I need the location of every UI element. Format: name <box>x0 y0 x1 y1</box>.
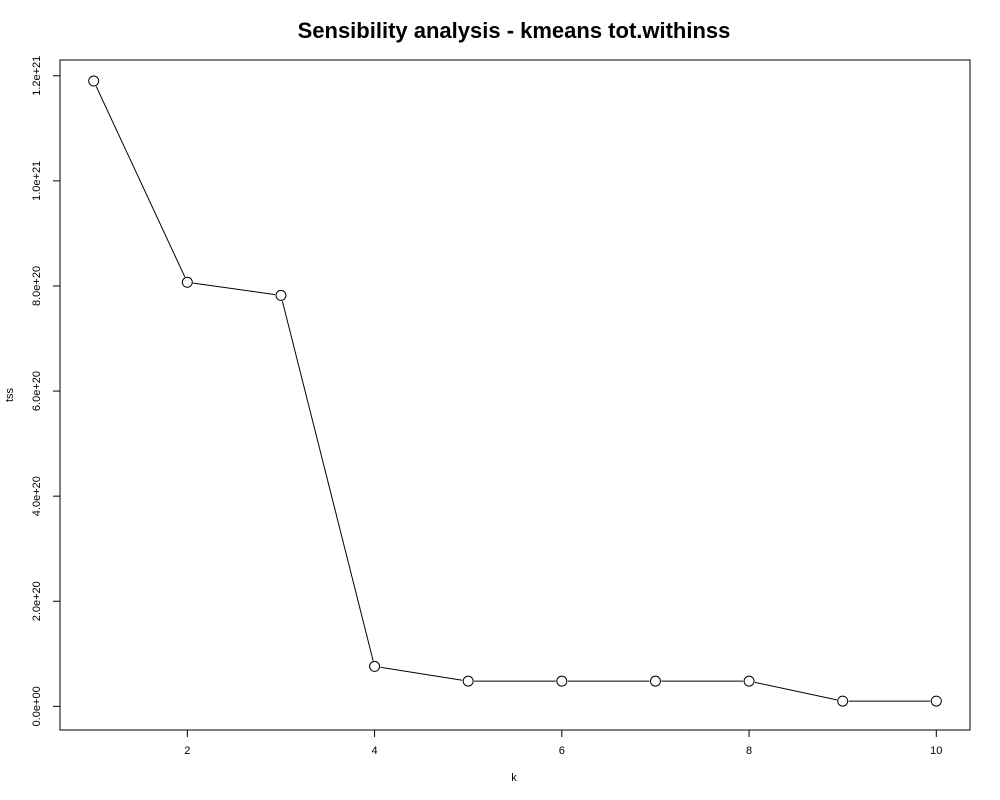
data-point <box>556 675 568 687</box>
x-tick-label: 6 <box>559 745 565 757</box>
x-axis-label: k <box>511 772 517 784</box>
y-tick-label: 0.0e+00 <box>31 686 43 726</box>
y-tick-label: 1.2e+21 <box>31 56 43 96</box>
data-point <box>462 675 474 687</box>
y-tick-label: 6.0e+20 <box>31 371 43 411</box>
plot-frame <box>59 59 971 731</box>
line-segment <box>95 86 186 278</box>
y-tick-label: 8.0e+20 <box>31 266 43 306</box>
line-segment <box>281 301 374 661</box>
data-point <box>649 675 661 687</box>
y-tick-label: 1.0e+21 <box>31 161 43 201</box>
y-axis-label: tss <box>4 387 16 402</box>
data-point <box>275 289 287 301</box>
x-tick-label: 4 <box>372 745 378 757</box>
series-line <box>88 75 942 707</box>
line-segment <box>754 681 837 701</box>
x-tick-label: 8 <box>746 745 752 757</box>
y-tick-label: 4.0e+20 <box>31 476 43 516</box>
data-point <box>743 675 755 687</box>
x-tick-label: 10 <box>930 745 942 757</box>
data-point <box>181 276 193 288</box>
data-point <box>88 75 100 87</box>
chart-title: Sensibility analysis - kmeans tot.within… <box>298 18 731 43</box>
y-tick-label: 2.0e+20 <box>31 581 43 621</box>
data-point <box>369 660 381 672</box>
x-axis: 2 4 6 8 10 <box>184 729 942 757</box>
data-point <box>930 695 942 707</box>
x-tick-label: 2 <box>184 745 190 757</box>
y-axis: 0.0e+00 2.0e+20 4.0e+20 6.0e+20 8.0e+20 1.0e+… <box>31 56 61 726</box>
line-segment <box>193 282 276 296</box>
data-point <box>837 695 849 707</box>
line-segment <box>380 666 463 681</box>
